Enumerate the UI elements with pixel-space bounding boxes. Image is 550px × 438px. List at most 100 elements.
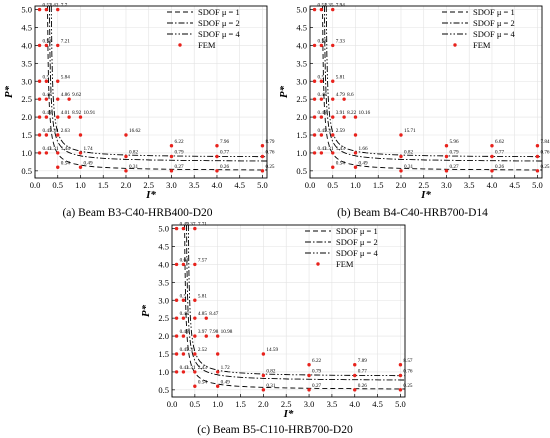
fem-point — [169, 144, 174, 148]
fem-point-label: 7.96 — [220, 139, 229, 145]
fem-point-label: 0.31 — [404, 164, 413, 170]
y-tick-label: 3.0 — [21, 76, 32, 86]
fem-point — [44, 7, 49, 12]
fem-point-label: 0.53 — [43, 3, 52, 9]
fem-point — [399, 154, 403, 159]
fem-point-label: 14.59 — [266, 347, 278, 353]
fem-point-label: 0.27 — [449, 164, 458, 170]
legend-label: SDOF μ = 2 — [198, 18, 240, 28]
legend-label: FEM — [198, 40, 216, 50]
legend-label: SDOF μ = 2 — [473, 18, 515, 28]
fem-point-label: 3.97 — [198, 329, 207, 335]
fem-point — [398, 363, 403, 367]
x-axis-title: I* — [420, 189, 431, 201]
fem-point — [56, 7, 60, 12]
fem-point-label: 4.01 — [61, 110, 70, 116]
x-tick-label: 1.5 — [98, 180, 109, 190]
fem-point — [56, 79, 60, 83]
x-tick-label: 3.0 — [441, 180, 452, 190]
fem-point — [37, 79, 42, 83]
fem-point — [319, 79, 324, 83]
fem-point-label: 0.54 — [318, 3, 327, 9]
fem-point — [124, 133, 128, 137]
fem-point — [56, 165, 60, 169]
legend-label: SDOF μ = 2 — [336, 237, 378, 247]
fem-point — [193, 262, 197, 267]
fem-point — [260, 169, 265, 173]
fem-point — [78, 165, 83, 169]
fem-point-label: 0.61 — [180, 257, 189, 263]
sdof-curve-1 — [184, 225, 405, 390]
fem-point — [56, 133, 60, 137]
y-tick-label: 1.0 — [296, 148, 307, 158]
x-tick-label: 3.5 — [189, 180, 200, 190]
fem-point — [174, 352, 179, 356]
x-tick-label: 1.5 — [235, 399, 246, 409]
fem-point — [169, 154, 174, 159]
legend-fem-marker — [453, 43, 457, 47]
y-tick-label: 4.0 — [158, 259, 169, 269]
fem-point — [215, 334, 220, 338]
fem-point — [319, 151, 324, 155]
legend-label: SDOF μ = 1 — [473, 7, 515, 17]
fem-point — [398, 373, 403, 378]
fem-point-label: 10.91 — [83, 110, 95, 116]
fem-point-label: 6.62 — [495, 139, 504, 145]
fem-point-label: 2.59 — [336, 128, 345, 134]
legend-fem-marker — [178, 43, 182, 47]
plot-area-frame — [309, 5, 543, 179]
fem-point — [174, 298, 179, 302]
fem-point-label: 0.31 — [266, 383, 275, 389]
x-tick-label: 3.5 — [464, 180, 475, 190]
chart-panel-b: 0.0 0.5 1.0 1.5 2.0 2.5 3.0 3.5 4.0 4.5 5.0 0.5 1.0 1… — [275, 0, 550, 221]
fem-point — [331, 151, 335, 155]
fem-point-label: 7.84 — [540, 139, 549, 145]
x-tick-label: 1.0 — [350, 180, 361, 190]
fem-point — [353, 133, 358, 137]
fem-point-label: 0.43 — [318, 146, 327, 152]
fem-point-label: 0.76 — [265, 150, 274, 156]
y-tick-label: 3.0 — [296, 76, 307, 86]
fem-point — [181, 298, 186, 302]
fem-point-label: 0.25 — [265, 164, 274, 170]
fem-point — [174, 262, 179, 267]
y-tick-label: 3.5 — [158, 277, 169, 287]
fem-point-label: 2.42 — [49, 3, 58, 9]
fem-point-label: 1.72 — [221, 365, 230, 371]
fem-point-label: 1.44 — [61, 146, 70, 152]
sdof-curve-1 — [47, 6, 267, 171]
fem-point-label: 0.82 — [404, 150, 413, 156]
x-tick-label: 4.0 — [212, 180, 223, 190]
sdof-curve-3 — [187, 225, 405, 377]
x-tick-label: 5.0 — [257, 180, 268, 190]
x-axis-title: I* — [145, 189, 156, 201]
fem-point-label: 4.79 — [336, 92, 345, 98]
fem-point — [193, 298, 197, 302]
y-tick-label: 1.0 — [158, 367, 169, 377]
fem-point-label: 2.35 — [324, 3, 333, 9]
fem-point — [37, 115, 42, 119]
fem-point-label: 1.43 — [336, 146, 345, 152]
fem-point-label: 0.48 — [180, 329, 189, 335]
fem-point — [342, 97, 346, 101]
fem-point — [444, 144, 449, 148]
fem-point — [215, 352, 220, 356]
fem-point-label: 0.77 — [358, 369, 367, 375]
fem-point — [307, 373, 311, 378]
fem-point-label: 0.5 — [43, 74, 50, 80]
fem-point — [342, 115, 346, 119]
fem-point-label: 5.84 — [61, 74, 70, 80]
x-tick-label: 1.5 — [373, 180, 384, 190]
fem-point-label: 10.16 — [358, 110, 370, 116]
fem-point-label: 1.66 — [358, 146, 367, 152]
y-tick-label: 4.5 — [296, 23, 307, 33]
fem-point-label: 0.76 — [540, 150, 549, 156]
fem-point-label: 10.98 — [221, 329, 233, 335]
x-tick-label: 4.5 — [234, 180, 245, 190]
chart-b-svg: 0.0 0.5 1.0 1.5 2.0 2.5 3.0 3.5 4.0 4.5 5.0 0.5 1.0 1… — [278, 3, 550, 201]
fem-point — [307, 363, 311, 367]
y-tick-label: 1.5 — [158, 349, 169, 359]
fem-point-label: 7.33 — [336, 38, 345, 44]
fem-point — [169, 169, 174, 173]
y-tick-label: 1.5 — [21, 130, 32, 140]
